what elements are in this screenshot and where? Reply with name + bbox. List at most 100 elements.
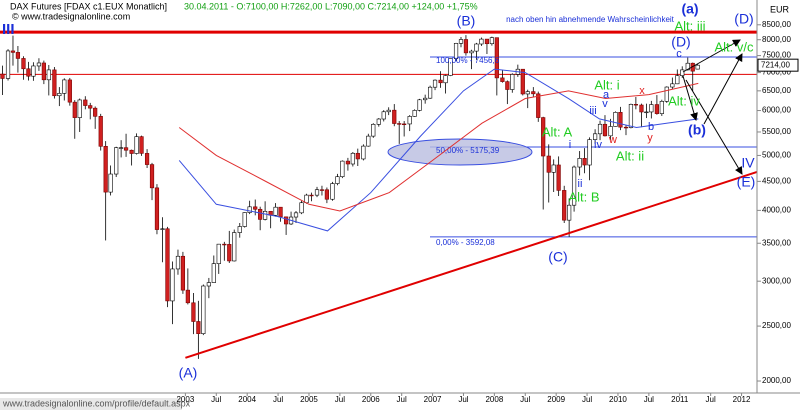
candle-body	[165, 228, 170, 302]
candle-body	[319, 189, 325, 191]
annotation: iv	[594, 139, 602, 151]
candle-body	[448, 58, 453, 76]
candle-body	[432, 79, 438, 88]
candle-body	[237, 226, 242, 233]
candle-body	[427, 86, 433, 99]
candle-body	[582, 158, 587, 166]
candle-body	[284, 216, 289, 225]
candle-body	[664, 86, 669, 102]
candle-body	[263, 210, 268, 220]
annotation: (D)	[734, 11, 753, 27]
candle-body	[654, 104, 659, 114]
candle-body	[52, 69, 57, 97]
annotation: i	[569, 139, 571, 151]
y-tick-label: 6500,00	[762, 86, 791, 95]
candle-body	[83, 99, 88, 106]
candle-body	[201, 285, 206, 334]
footer-box	[0, 398, 182, 410]
candle-body	[299, 202, 304, 214]
candle-body	[613, 112, 618, 127]
annotation: (b)	[688, 122, 706, 138]
annotation: IV	[741, 155, 755, 171]
candle-body	[469, 50, 474, 54]
candle-body	[170, 268, 175, 302]
annotation: Alt: iii	[674, 18, 705, 33]
candle-body	[659, 101, 664, 114]
candle-body	[62, 79, 67, 94]
annotation: Alt: iv	[668, 93, 700, 108]
candle-body	[350, 152, 355, 165]
candle-body	[36, 62, 42, 67]
candle-body	[77, 99, 82, 118]
y-tick-label: 4500,00	[762, 176, 791, 185]
candle-body	[57, 93, 62, 97]
last-price-label: 7214,00	[761, 60, 790, 69]
candle-body	[273, 206, 278, 216]
candle-body	[562, 190, 567, 221]
candle-body	[402, 123, 407, 126]
annotation: Alt: i	[594, 77, 619, 92]
candle-body	[180, 255, 186, 291]
last-price-box	[757, 58, 799, 72]
y-tick-label: 5500,00	[762, 127, 791, 136]
overlay-line	[185, 171, 758, 359]
x-tick-label: Jul	[520, 395, 530, 404]
y-tick-label: 3000,00	[762, 276, 791, 285]
candle-body	[376, 118, 381, 125]
arrow	[703, 53, 743, 125]
candle-body	[505, 81, 510, 90]
candle-body	[366, 135, 371, 147]
arrow	[682, 75, 698, 121]
annotation: ii	[578, 178, 583, 190]
candle-body	[304, 194, 309, 204]
candle-body	[602, 123, 608, 137]
y-tick-label: 6000,00	[762, 106, 791, 115]
x-tick-label: 2006	[362, 395, 380, 404]
candle-body	[423, 97, 428, 101]
candle-body	[397, 123, 402, 125]
candle-body	[628, 104, 634, 128]
candle-body	[160, 228, 165, 230]
annotation: Alt: B	[568, 189, 599, 204]
y-tick-label: 2500,00	[762, 321, 791, 330]
candle-body	[41, 62, 46, 81]
candle-body	[407, 116, 412, 125]
y-tick-label: 7000,00	[762, 68, 791, 77]
candle-body	[453, 43, 459, 59]
candle-body	[46, 69, 51, 81]
candle-body	[232, 232, 237, 262]
candle-body	[520, 68, 525, 95]
x-tick-label: Jul	[582, 395, 592, 404]
candle-body	[546, 155, 551, 173]
annotation: (D)	[671, 34, 690, 50]
candle-body	[340, 160, 345, 178]
candle-body	[479, 38, 484, 45]
y-tick-label: 8000,00	[762, 35, 791, 44]
overlay-line	[178, 68, 699, 232]
annotation: Alt: v/c	[714, 39, 754, 54]
candle-body	[314, 189, 320, 196]
candle-body	[639, 104, 644, 113]
candle-body	[98, 116, 103, 147]
candle-body	[623, 126, 629, 129]
candle-body	[293, 212, 299, 218]
x-tick-label: 2012	[733, 395, 751, 404]
plot-area	[0, 30, 757, 359]
annotation: b	[648, 121, 654, 133]
candle-body	[247, 206, 252, 213]
candle-body	[119, 147, 124, 149]
y-tick-label: 7500,00	[762, 51, 791, 60]
candle-body	[371, 123, 376, 137]
candle-body	[129, 149, 134, 154]
chart-title: DAX Futures [FDAX c1.EUX Monatlich]	[10, 1, 167, 11]
candle-body	[381, 111, 386, 120]
wave-degree: III	[2, 21, 15, 38]
candle-body	[72, 101, 77, 118]
candle-body	[551, 164, 556, 173]
candle-body	[670, 83, 675, 88]
annotation: (B)	[457, 13, 476, 29]
candle-body	[525, 91, 530, 95]
annotation: v	[602, 98, 608, 110]
source: © www.tradesignalonline.com	[12, 11, 130, 21]
candle-body	[139, 136, 144, 154]
